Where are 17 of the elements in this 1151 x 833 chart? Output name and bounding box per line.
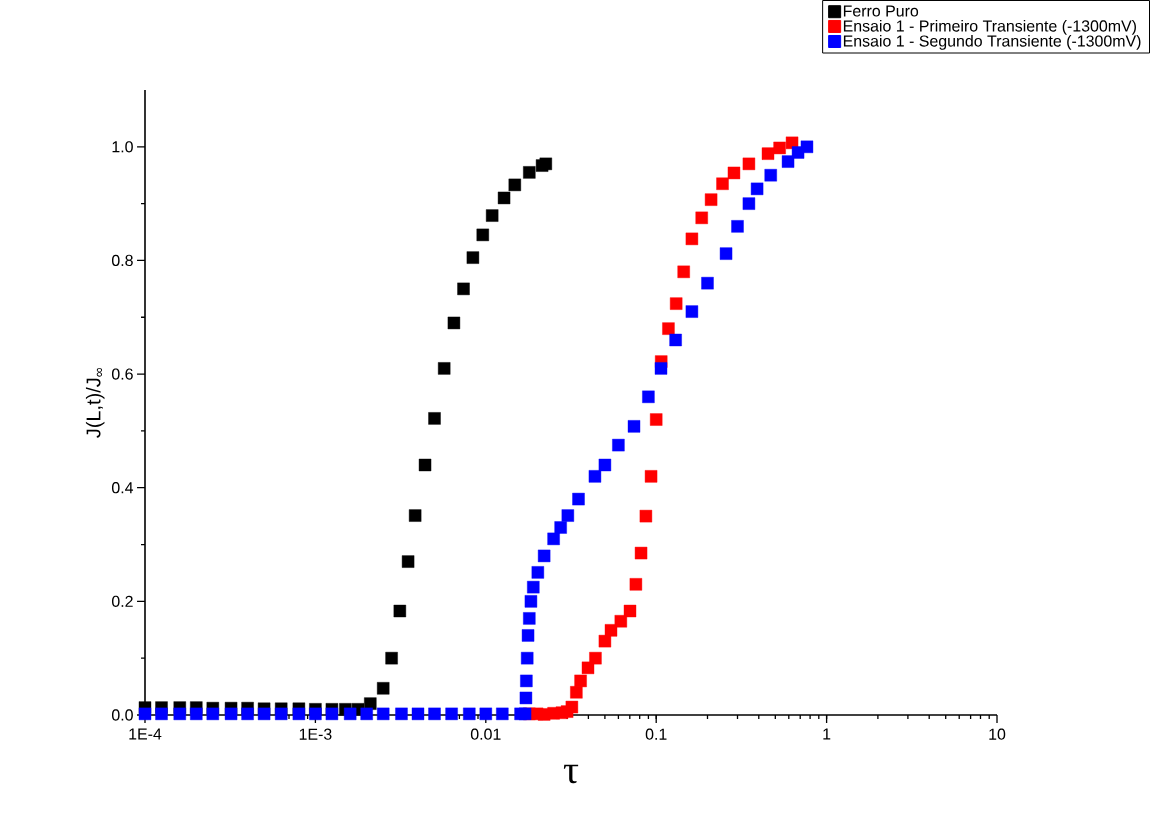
y-tick-label: 1.0 <box>112 141 133 153</box>
x-tick-label: 1E-3 <box>299 728 332 740</box>
x-axis-title: τ <box>563 764 579 784</box>
legend-label: Ensaio 1 - Primeiro Transiente (-1300mV) <box>843 19 1136 35</box>
y-tick-label: 0.4 <box>111 482 134 494</box>
y-tick-label: 0.6 <box>111 368 133 380</box>
x-tick-label: 0.1 <box>645 728 667 740</box>
y-tick-label: 0.2 <box>111 595 133 608</box>
legend-label: Ensaio 1 - Segundo Transiente (-1300mV) <box>843 34 1141 50</box>
y-tick-label: 0.8 <box>111 254 133 267</box>
y-axis-title: J(L,t)/J$_{∞}$ <box>85 367 105 438</box>
legend-label: Ferro Puro <box>843 5 919 17</box>
x-tick-label: 10 <box>989 728 1006 740</box>
x-tick-label: 1 <box>823 728 831 740</box>
x-tick-label: 0.01 <box>470 728 501 740</box>
x-tick-label: 1E-4 <box>129 728 162 740</box>
y-tick-label: 0.0 <box>111 709 133 721</box>
